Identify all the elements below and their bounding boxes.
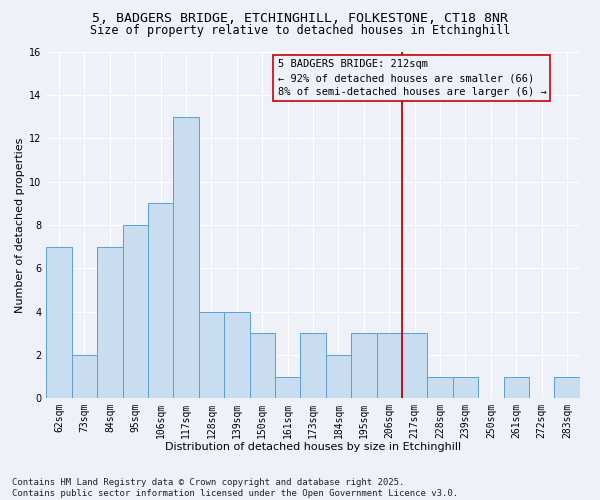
Bar	[326, 355, 351, 398]
Bar	[72, 355, 97, 398]
Bar	[503, 376, 529, 398]
Text: 5, BADGERS BRIDGE, ETCHINGHILL, FOLKESTONE, CT18 8NR: 5, BADGERS BRIDGE, ETCHINGHILL, FOLKESTO…	[92, 12, 508, 26]
Bar	[173, 116, 199, 398]
Bar	[453, 376, 478, 398]
Bar	[97, 246, 122, 398]
Bar	[301, 333, 326, 398]
Bar	[377, 333, 402, 398]
Bar	[199, 312, 224, 398]
Bar	[122, 225, 148, 398]
Text: Contains HM Land Registry data © Crown copyright and database right 2025.
Contai: Contains HM Land Registry data © Crown c…	[12, 478, 458, 498]
Bar	[46, 246, 72, 398]
Text: 5 BADGERS BRIDGE: 212sqm
← 92% of detached houses are smaller (66)
8% of semi-de: 5 BADGERS BRIDGE: 212sqm ← 92% of detach…	[278, 59, 546, 97]
X-axis label: Distribution of detached houses by size in Etchinghill: Distribution of detached houses by size …	[165, 442, 461, 452]
Bar	[250, 333, 275, 398]
Bar	[148, 203, 173, 398]
Bar	[351, 333, 377, 398]
Bar	[224, 312, 250, 398]
Bar	[554, 376, 580, 398]
Bar	[402, 333, 427, 398]
Bar	[427, 376, 453, 398]
Y-axis label: Number of detached properties: Number of detached properties	[15, 137, 25, 312]
Bar	[275, 376, 301, 398]
Text: Size of property relative to detached houses in Etchinghill: Size of property relative to detached ho…	[90, 24, 510, 37]
